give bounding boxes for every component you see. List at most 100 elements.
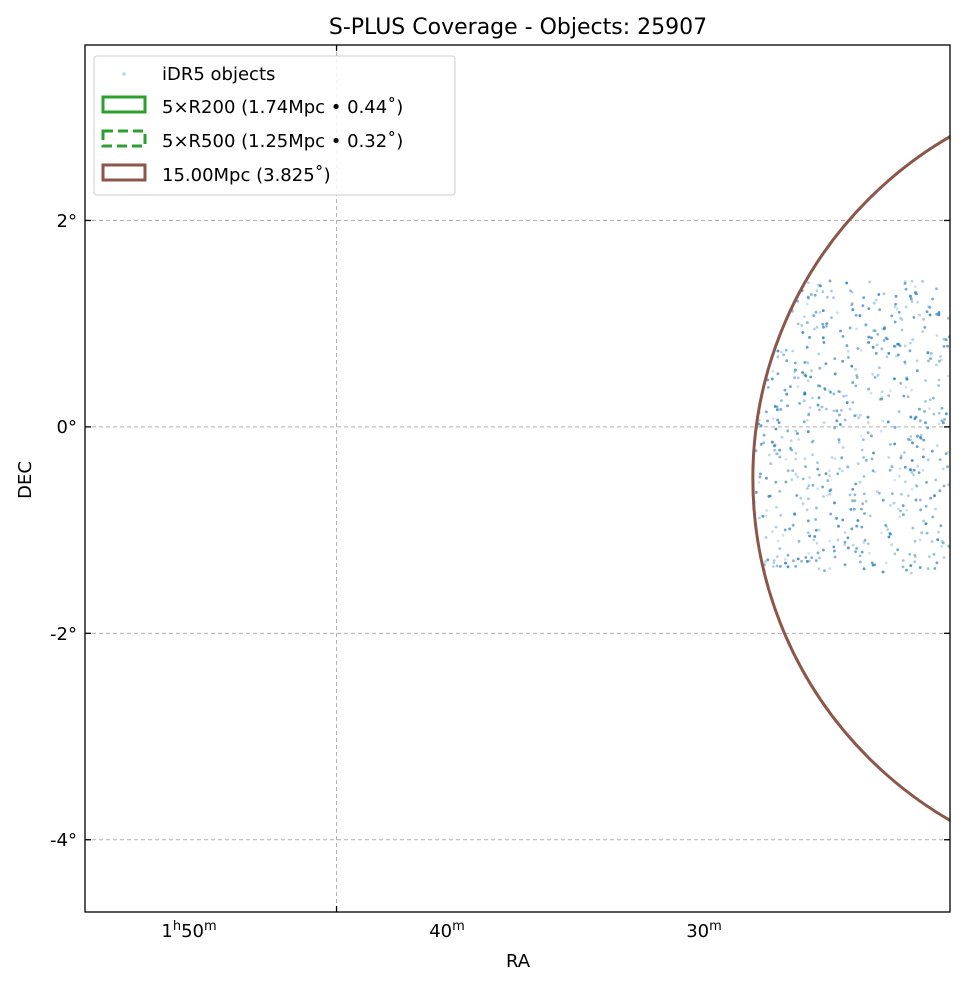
object-point bbox=[772, 370, 775, 373]
object-point bbox=[816, 542, 819, 545]
object-point bbox=[922, 318, 925, 321]
object-point bbox=[957, 359, 960, 362]
object-point bbox=[958, 544, 961, 547]
object-point bbox=[787, 554, 790, 557]
object-point bbox=[804, 392, 807, 395]
object-point bbox=[867, 307, 870, 310]
object-point bbox=[843, 543, 846, 546]
object-point bbox=[951, 300, 954, 303]
object-point bbox=[875, 299, 878, 302]
object-point bbox=[889, 443, 892, 446]
object-point bbox=[842, 395, 845, 398]
object-point bbox=[804, 556, 807, 559]
object-point bbox=[962, 429, 965, 432]
object-point bbox=[853, 414, 856, 417]
object-point bbox=[926, 427, 929, 430]
object-point bbox=[916, 465, 919, 468]
object-point bbox=[807, 552, 810, 555]
object-point bbox=[825, 362, 828, 365]
object-point bbox=[906, 378, 909, 381]
object-point bbox=[926, 310, 929, 313]
object-point bbox=[865, 500, 868, 503]
object-point bbox=[953, 435, 956, 438]
object-point bbox=[849, 327, 852, 330]
object-point bbox=[837, 539, 840, 542]
object-point bbox=[951, 507, 954, 510]
object-point bbox=[902, 513, 905, 516]
object-point bbox=[815, 507, 818, 510]
object-point bbox=[840, 409, 843, 412]
object-point bbox=[807, 531, 810, 534]
object-point bbox=[860, 349, 863, 352]
object-point bbox=[868, 281, 871, 284]
object-point bbox=[894, 306, 897, 309]
object-point bbox=[925, 505, 928, 508]
object-point bbox=[791, 350, 794, 353]
object-point bbox=[880, 430, 883, 433]
object-point bbox=[922, 456, 925, 459]
object-point bbox=[957, 436, 960, 439]
object-point bbox=[954, 511, 957, 514]
object-point bbox=[846, 465, 849, 468]
object-point bbox=[771, 530, 774, 533]
object-point bbox=[833, 357, 836, 360]
object-point bbox=[819, 367, 822, 370]
object-point bbox=[772, 562, 775, 565]
object-point bbox=[905, 288, 908, 291]
object-point bbox=[854, 550, 857, 553]
object-point bbox=[951, 360, 954, 363]
object-point bbox=[935, 364, 938, 367]
object-point bbox=[954, 295, 957, 298]
object-point bbox=[845, 282, 848, 285]
object-point bbox=[775, 453, 778, 456]
object-point bbox=[823, 569, 826, 572]
object-point bbox=[865, 323, 868, 326]
object-point bbox=[863, 512, 866, 515]
object-point bbox=[846, 401, 849, 404]
object-point bbox=[850, 527, 853, 530]
object-point bbox=[960, 340, 963, 343]
object-point bbox=[956, 562, 959, 565]
object-point bbox=[945, 412, 948, 415]
object-point bbox=[893, 553, 896, 556]
object-point bbox=[867, 542, 870, 545]
object-point bbox=[936, 538, 939, 541]
object-point bbox=[931, 298, 934, 301]
object-point bbox=[832, 393, 835, 396]
object-point bbox=[942, 468, 945, 471]
object-point bbox=[878, 366, 881, 369]
object-point bbox=[791, 469, 794, 472]
object-point bbox=[867, 416, 870, 419]
object-point bbox=[959, 387, 962, 390]
object-point bbox=[919, 436, 922, 439]
object-point bbox=[953, 435, 956, 438]
object-point bbox=[862, 304, 865, 307]
object-point bbox=[808, 336, 811, 339]
object-point bbox=[779, 565, 782, 568]
object-point bbox=[846, 344, 849, 347]
object-point bbox=[875, 352, 878, 355]
object-point bbox=[809, 376, 812, 379]
object-point bbox=[889, 504, 892, 507]
object-point bbox=[842, 335, 845, 338]
object-point bbox=[938, 379, 941, 382]
object-point bbox=[936, 561, 939, 564]
object-point bbox=[896, 548, 899, 551]
object-point bbox=[959, 294, 962, 297]
object-point bbox=[951, 362, 954, 365]
object-point bbox=[855, 547, 858, 550]
object-point bbox=[806, 560, 809, 563]
object-point bbox=[797, 385, 800, 388]
object-point bbox=[959, 294, 962, 297]
object-point bbox=[959, 387, 962, 390]
object-point bbox=[856, 525, 859, 528]
object-point bbox=[894, 321, 897, 324]
object-point bbox=[951, 472, 954, 475]
object-point bbox=[951, 362, 954, 365]
object-point bbox=[916, 301, 919, 304]
object-point bbox=[937, 531, 940, 534]
object-point bbox=[943, 338, 946, 341]
object-point bbox=[959, 387, 962, 390]
object-point bbox=[813, 328, 816, 331]
object-point bbox=[844, 419, 847, 422]
